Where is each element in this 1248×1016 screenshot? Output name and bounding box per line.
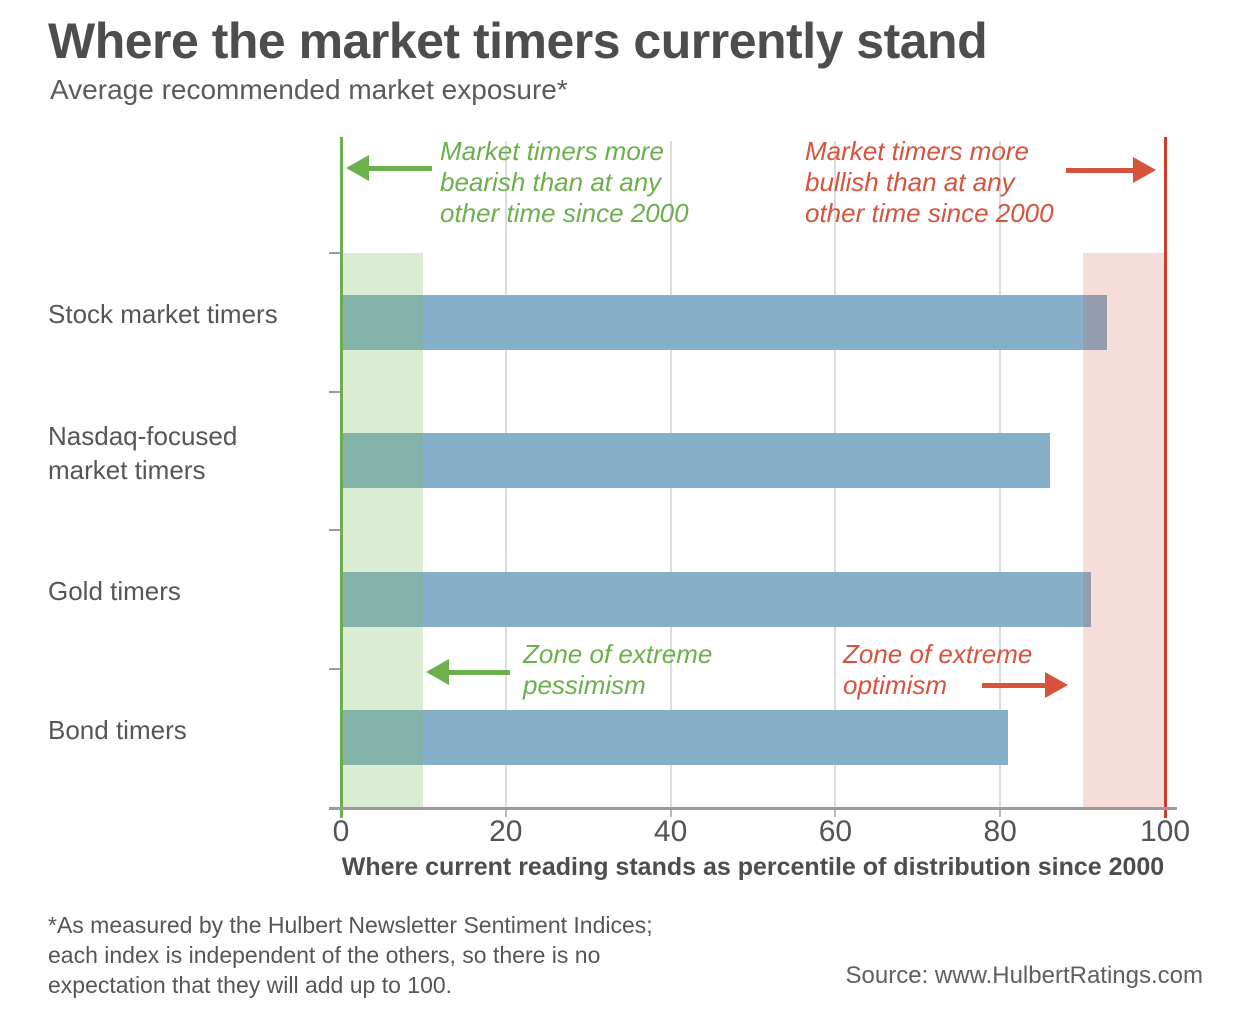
arrow-shaft <box>369 165 432 171</box>
bar-stock-market-timers <box>341 294 1108 350</box>
category-label: Bond timers <box>48 714 187 745</box>
footnote-line: each index is independent of the others,… <box>48 942 601 968</box>
bar-nasdaq-focused-market-timers <box>341 433 1050 489</box>
x-axis-line <box>329 807 1177 810</box>
bearish-left-arrow-icon <box>346 155 432 181</box>
boundary-line-0 <box>339 137 343 818</box>
annotation-pessimism: Zone of extreme pessimism <box>523 639 773 701</box>
annotation-optimism: Zone of extreme optimism <box>843 639 1093 701</box>
category-label: Stock market timers <box>48 299 278 330</box>
annotation-line: other time since 2000 <box>440 198 689 228</box>
arrowhead-right <box>1045 672 1068 698</box>
x-tick-label-0: 0 <box>332 815 350 848</box>
annotation-line: Zone of extreme <box>843 639 1033 669</box>
arrow-shaft <box>982 682 1045 688</box>
annotation-bullish: Market timers more bullish than at any o… <box>805 136 1105 229</box>
annotation-line: optimism <box>843 670 948 700</box>
x-axis-subtick <box>834 810 837 817</box>
category-label: Nasdaq-focused market timers <box>48 420 238 485</box>
zone-optimism <box>1082 253 1165 807</box>
optimism-right-arrow-icon <box>982 672 1068 698</box>
arrowhead-left <box>426 659 449 685</box>
chart-title: Where the market timers currently stand <box>48 13 988 69</box>
source-credit: Source: www.HulbertRatings.com <box>845 962 1203 989</box>
y-axis-tick <box>329 667 341 670</box>
annotation-line: Market timers more <box>440 136 664 166</box>
footnote: *As measured by the Hulbert Newsletter S… <box>48 910 653 1000</box>
boundary-line-100 <box>1163 137 1167 818</box>
annotation-line: pessimism <box>523 670 646 700</box>
bar-gold-timers <box>341 571 1091 627</box>
annotation-line: other time since 2000 <box>805 198 1054 228</box>
pessimism-left-arrow-icon <box>426 659 510 685</box>
x-tick-label-80: 80 <box>983 815 1017 848</box>
x-tick-label-100: 100 <box>1139 815 1191 848</box>
x-axis-subtick <box>504 810 507 817</box>
bar-bond-timers <box>341 710 1009 766</box>
arrow-shaft <box>449 669 510 675</box>
y-axis-tick <box>329 390 341 393</box>
x-axis-title: Where current reading stands as percenti… <box>341 853 1165 881</box>
y-axis-tick <box>329 252 341 254</box>
y-axis-tick <box>329 529 341 531</box>
bullish-right-arrow-icon <box>1066 157 1156 183</box>
x-tick-label-60: 60 <box>818 815 853 848</box>
annotation-line: Market timers more <box>805 136 1029 166</box>
arrowhead-left <box>346 155 369 181</box>
x-axis-subtick <box>999 810 1002 817</box>
x-axis-subtick <box>669 810 672 817</box>
x-tick-label-40: 40 <box>653 815 688 848</box>
annotation-line: bullish than at any <box>805 167 1015 197</box>
zone-pessimism <box>341 253 424 807</box>
category-label: Gold timers <box>48 576 181 607</box>
annotation-bearish: Market timers more bearish than at any o… <box>440 136 740 229</box>
annotation-line: Zone of extreme <box>523 639 713 669</box>
x-tick-label-20: 20 <box>489 815 523 848</box>
arrowhead-right <box>1133 157 1156 183</box>
arrow-shaft <box>1066 167 1133 173</box>
annotation-line: bearish than at any <box>440 167 662 197</box>
footnote-line: expectation that they will add up to 100… <box>48 972 453 998</box>
footnote-line: *As measured by the Hulbert Newsletter S… <box>48 912 653 938</box>
chart-subtitle: Average recommended market exposure* <box>50 74 568 105</box>
